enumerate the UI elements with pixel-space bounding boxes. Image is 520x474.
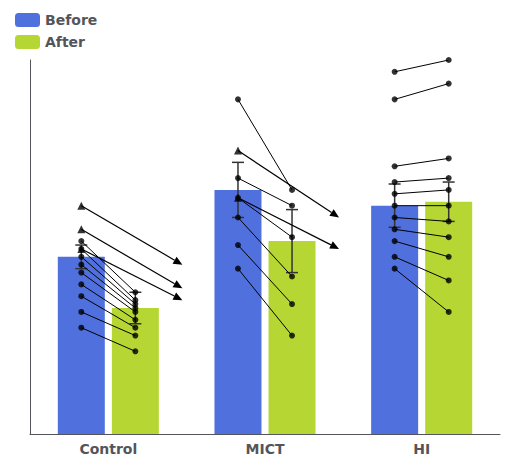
- svg-text:After: After: [45, 34, 85, 50]
- svg-text:HI: HI: [413, 441, 430, 457]
- svg-text:Before: Before: [45, 12, 97, 28]
- svg-text:MICT: MICT: [246, 441, 285, 457]
- svg-text:Control: Control: [79, 441, 137, 457]
